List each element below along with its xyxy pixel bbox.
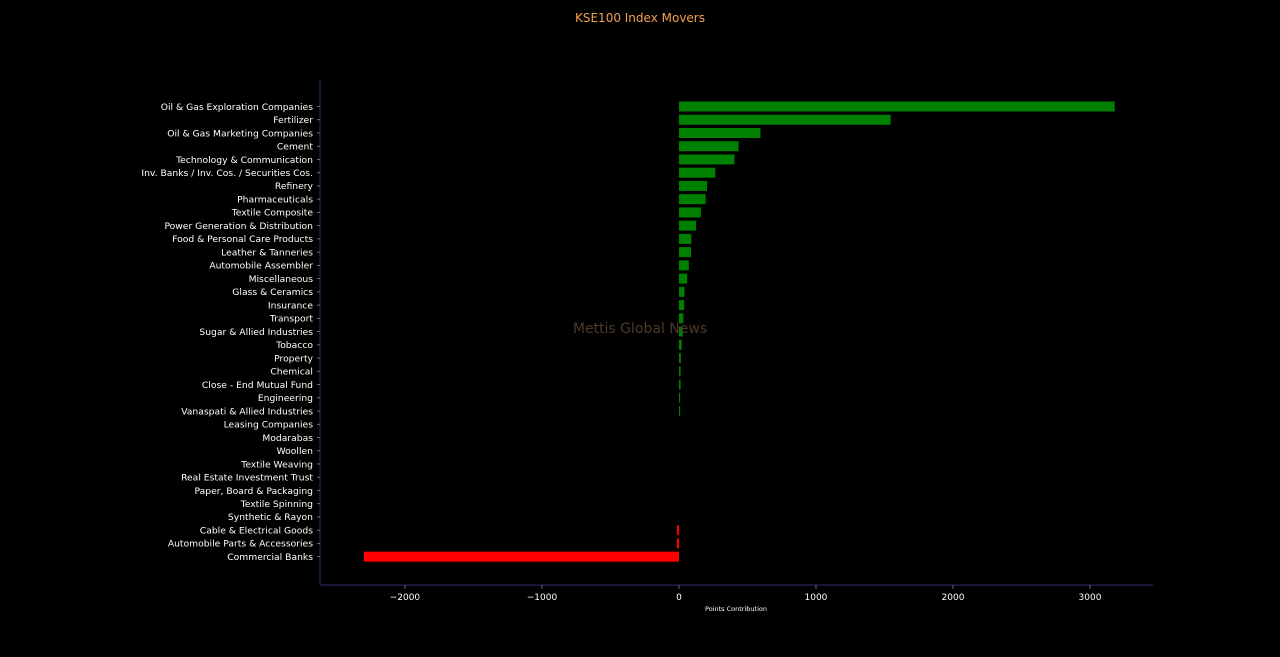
x-tick-label: 0 — [676, 593, 682, 603]
category-labels-group: Oil & Gas Exploration Companies Fertilize… — [141, 102, 320, 563]
bar — [363, 551, 679, 562]
category-label: Inv. Banks / Inv. Cos. / Securities Cos. — [141, 168, 313, 179]
category-label: Paper, Board & Packaging — [194, 486, 313, 497]
x-tick-label: −2000 — [390, 593, 421, 603]
bar — [678, 127, 761, 138]
category-label: Chemical — [270, 367, 313, 378]
bar — [678, 273, 688, 284]
bar — [678, 379, 681, 390]
x-tick-label: 2000 — [942, 593, 965, 603]
category-label: Leather & Tanneries — [221, 247, 313, 258]
bar — [678, 207, 701, 218]
category-label: Oil & Gas Exploration Companies — [161, 102, 313, 113]
category-label: Engineering — [258, 393, 313, 404]
category-label: Fertilizer — [273, 115, 313, 126]
bar — [678, 339, 682, 350]
x-ticks-group: −2000 −1000 0 1000 2000 3000 — [390, 585, 1102, 603]
category-label: Miscellaneous — [249, 274, 314, 285]
category-label: Property — [274, 353, 313, 364]
bar — [678, 313, 684, 324]
category-label: Power Generation & Distribution — [164, 221, 313, 232]
category-label: Leasing Companies — [224, 420, 314, 431]
x-axis-label: Points Contribution — [705, 605, 767, 613]
category-label: Cement — [277, 142, 313, 153]
bar — [678, 366, 681, 377]
category-label: Textile Spinning — [240, 499, 313, 510]
chart-title: KSE100 Index Movers — [575, 11, 705, 25]
bar — [678, 141, 739, 152]
bar — [676, 538, 679, 549]
category-label: Automobile Parts & Accessories — [168, 539, 313, 550]
category-label: Real Estate Investment Trust — [181, 473, 313, 484]
category-label: Refinery — [275, 181, 314, 192]
category-label: Insurance — [268, 300, 313, 311]
watermark: Mettis Global News — [573, 321, 707, 337]
category-label: Automobile Assembler — [209, 261, 313, 272]
bar — [678, 286, 685, 297]
category-label: Textile Weaving — [240, 459, 313, 470]
bar — [676, 525, 679, 536]
category-label: Close - End Mutual Fund — [202, 380, 313, 391]
bar — [678, 392, 681, 403]
bar — [678, 247, 692, 258]
bar — [678, 353, 681, 364]
bar — [678, 180, 708, 191]
category-label: Pharmaceuticals — [237, 194, 313, 205]
category-label: Vanaspati & Allied Industries — [181, 406, 313, 417]
category-label: Food & Personal Care Products — [172, 234, 313, 245]
category-label: Woollen — [277, 446, 314, 457]
bar — [678, 260, 689, 271]
bar — [678, 233, 692, 244]
category-label: Technology & Communication — [175, 155, 313, 166]
category-label: Sugar & Allied Industries — [199, 327, 313, 338]
x-tick-label: 3000 — [1079, 593, 1102, 603]
category-label: Transport — [269, 314, 314, 325]
bar — [678, 167, 716, 178]
bars-group — [363, 101, 1115, 562]
x-tick-label: 1000 — [805, 593, 828, 603]
category-label: Oil & Gas Marketing Companies — [167, 128, 313, 139]
bar — [678, 154, 735, 165]
x-tick-label: −1000 — [527, 593, 558, 603]
category-label: Glass & Ceramics — [232, 287, 313, 298]
category-label: Tobacco — [275, 340, 313, 351]
category-label: Synthetic & Rayon — [228, 512, 313, 523]
bar — [678, 220, 697, 231]
bar — [678, 326, 683, 337]
category-label: Modarabas — [262, 433, 313, 444]
bar — [678, 300, 685, 311]
bar — [678, 406, 681, 417]
category-label: Commercial Banks — [227, 552, 313, 563]
bar — [678, 194, 706, 205]
bar — [678, 114, 891, 125]
category-label: Textile Composite — [231, 208, 314, 219]
bar — [678, 101, 1115, 112]
category-label: Cable & Electrical Goods — [200, 525, 313, 536]
